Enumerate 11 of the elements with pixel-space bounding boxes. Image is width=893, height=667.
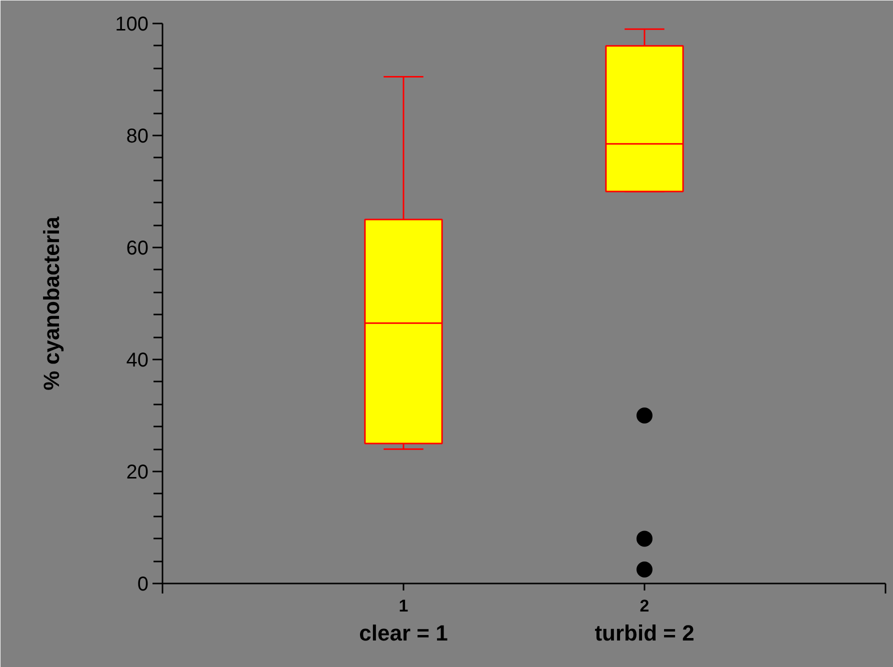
y-tick-label: 100 — [115, 14, 149, 36]
y-tick-label: 60 — [126, 238, 149, 260]
y-axis-title: % cyanobacteria — [39, 216, 64, 390]
y-tick-label: 40 — [126, 350, 149, 372]
y-tick-label: 80 — [126, 126, 149, 148]
y-tick-label: 20 — [126, 462, 149, 484]
x-tick-label: 2 — [640, 596, 650, 616]
text: clear = 1 — [359, 620, 448, 646]
text: turbid = 2 — [594, 620, 694, 646]
y-tick-label: 0 — [137, 574, 148, 596]
x-tick-label: 1 — [398, 596, 408, 616]
